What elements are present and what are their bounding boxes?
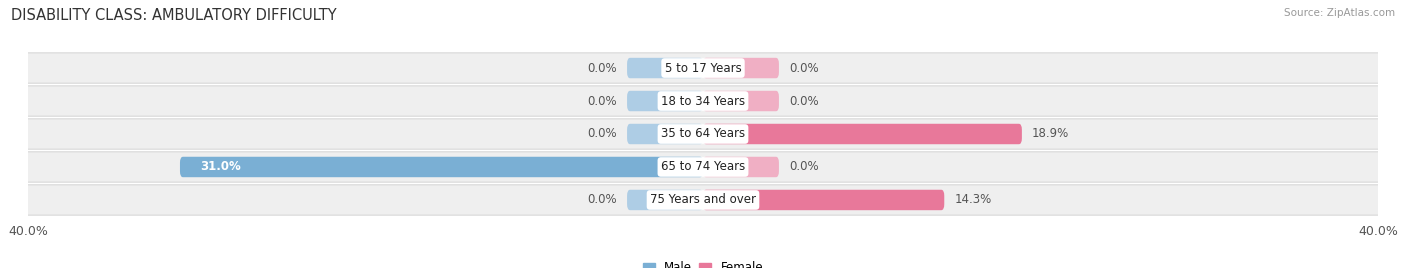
Text: 0.0%: 0.0% (588, 193, 617, 206)
FancyBboxPatch shape (20, 86, 1386, 116)
FancyBboxPatch shape (20, 152, 1386, 182)
Text: 65 to 74 Years: 65 to 74 Years (661, 161, 745, 173)
FancyBboxPatch shape (627, 190, 703, 210)
Text: DISABILITY CLASS: AMBULATORY DIFFICULTY: DISABILITY CLASS: AMBULATORY DIFFICULTY (11, 8, 337, 23)
Text: 75 Years and over: 75 Years and over (650, 193, 756, 206)
FancyBboxPatch shape (627, 58, 703, 78)
Text: 14.3%: 14.3% (955, 193, 991, 206)
FancyBboxPatch shape (627, 124, 703, 144)
Text: 5 to 17 Years: 5 to 17 Years (665, 62, 741, 75)
FancyBboxPatch shape (703, 190, 945, 210)
FancyBboxPatch shape (703, 157, 779, 177)
FancyBboxPatch shape (703, 91, 779, 111)
FancyBboxPatch shape (20, 119, 1386, 149)
Text: 0.0%: 0.0% (789, 62, 818, 75)
Text: 35 to 64 Years: 35 to 64 Years (661, 128, 745, 140)
Legend: Male, Female: Male, Female (638, 256, 768, 268)
Text: 0.0%: 0.0% (789, 161, 818, 173)
Text: Source: ZipAtlas.com: Source: ZipAtlas.com (1284, 8, 1395, 18)
Text: 18.9%: 18.9% (1032, 128, 1069, 140)
Text: 0.0%: 0.0% (588, 62, 617, 75)
FancyBboxPatch shape (20, 53, 1386, 83)
Text: 18 to 34 Years: 18 to 34 Years (661, 95, 745, 107)
FancyBboxPatch shape (180, 157, 703, 177)
FancyBboxPatch shape (627, 91, 703, 111)
Text: 31.0%: 31.0% (200, 161, 240, 173)
FancyBboxPatch shape (20, 185, 1386, 215)
FancyBboxPatch shape (703, 124, 1022, 144)
Text: 0.0%: 0.0% (588, 128, 617, 140)
FancyBboxPatch shape (703, 58, 779, 78)
Text: 0.0%: 0.0% (789, 95, 818, 107)
Text: 0.0%: 0.0% (588, 95, 617, 107)
